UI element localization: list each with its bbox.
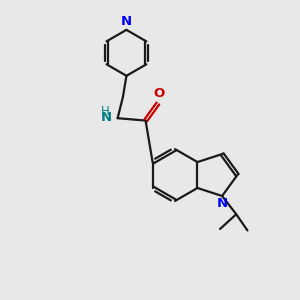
Text: O: O: [154, 87, 165, 100]
Text: N: N: [121, 14, 132, 28]
Text: N: N: [101, 111, 112, 124]
Text: H: H: [101, 105, 110, 118]
Text: N: N: [217, 197, 228, 211]
